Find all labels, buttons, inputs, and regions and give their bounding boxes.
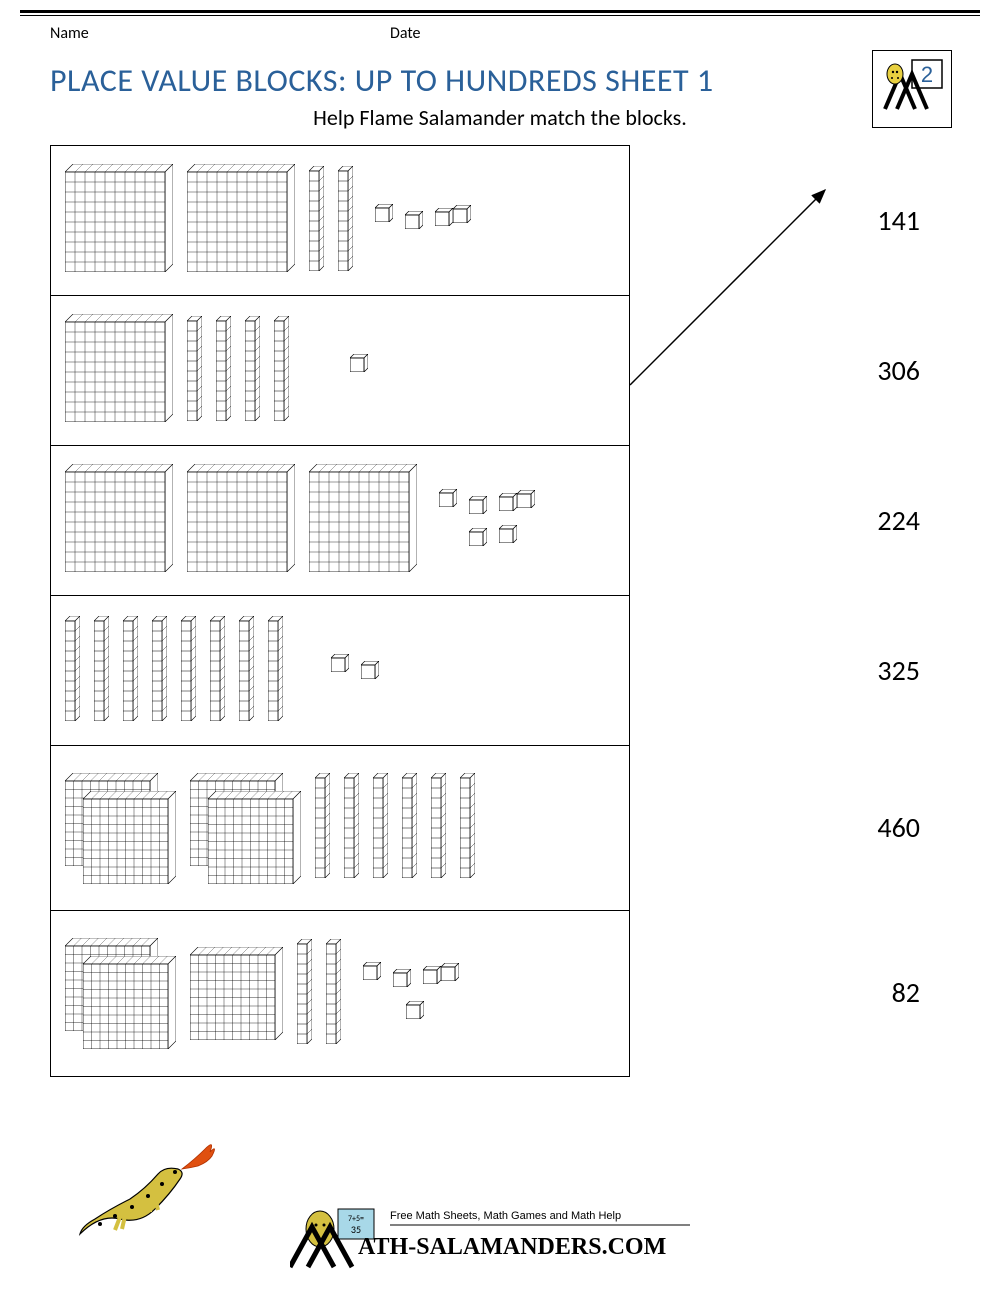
one-block [423,966,441,989]
one-block [435,208,453,231]
grade-logo: 2 [872,50,952,128]
answers-column: 14130622432546082 [840,145,920,1075]
hundred-block [65,464,173,577]
one-block [453,205,471,228]
one-block [361,661,379,684]
answer-value: 460 [840,745,920,910]
ten-block [245,316,260,426]
svg-text:Free Math Sheets, Math Games a: Free Math Sheets, Math Games and Math He… [390,1210,621,1222]
hundred-block [83,791,176,889]
page-title: PLACE VALUE BLOCKS: UP TO HUNDREDS SHEET… [0,43,1000,100]
ten-block [123,616,138,726]
answer-value: 224 [840,445,920,595]
ten-block [216,316,231,426]
one-block [499,525,517,548]
one-block [363,962,381,985]
ten-block [94,616,109,726]
one-block [331,654,349,677]
grade-number: 2 [921,62,933,87]
blocks-grid [50,145,630,1077]
one-block [393,969,411,992]
block-row [51,296,629,446]
block-row [51,746,629,911]
ones-group [303,359,423,382]
ones-group [431,494,551,548]
ten-block [239,616,254,726]
ten-block [402,773,417,883]
ten-block [152,616,167,726]
ten-block [431,773,446,883]
ones-group [355,967,475,1021]
hundred-block [187,464,295,577]
ten-block [344,773,359,883]
answer-value: 82 [840,910,920,1075]
one-block [469,496,487,519]
ten-block [326,939,341,1049]
one-block [499,493,517,516]
ten-block [268,616,283,726]
hundred-block [65,164,173,277]
ten-block [373,773,388,883]
name-label: Name [50,24,390,43]
one-block [439,489,457,512]
one-block [406,1001,424,1024]
ten-block [309,166,324,276]
svg-text:ATH-SALAMANDERS.COM: ATH-SALAMANDERS.COM [358,1234,666,1260]
hundred-block [187,164,295,277]
ten-block [181,616,196,726]
date-label: Date [390,24,421,43]
ten-block [297,939,312,1049]
block-row [51,446,629,596]
footer-logo: 7+5= 35 Free Math Sheets, Math Games and… [290,1199,710,1269]
ones-group [297,659,417,682]
hundred-block [65,314,173,427]
answer-value: 141 [840,145,920,295]
one-block [517,490,535,513]
hundred-block [190,947,283,1045]
ten-block [315,773,330,883]
one-block [405,211,423,234]
hundred-block [208,791,301,889]
one-block [441,963,459,986]
ten-block [210,616,225,726]
hundred-block [83,956,176,1054]
one-block [375,204,393,227]
footer: 7+5= 35 Free Math Sheets, Math Games and… [0,1199,1000,1274]
ten-block [460,773,475,883]
one-block [350,354,368,377]
block-row [51,146,629,296]
block-row [51,911,629,1076]
ten-block [274,316,289,426]
answer-value: 306 [840,295,920,445]
ten-block [65,616,80,726]
hundred-block [309,464,417,577]
one-block [469,528,487,551]
ones-group [367,209,487,232]
ten-block [338,166,353,276]
block-row [51,596,629,746]
ten-block [187,316,202,426]
answer-value: 325 [840,595,920,745]
content-area: 14130622432546082 [0,145,1000,1077]
match-arrow [630,175,860,425]
header-line: Name Date [0,16,1000,43]
page-subtitle: Help Flame Salamander match the blocks. [0,100,1000,145]
